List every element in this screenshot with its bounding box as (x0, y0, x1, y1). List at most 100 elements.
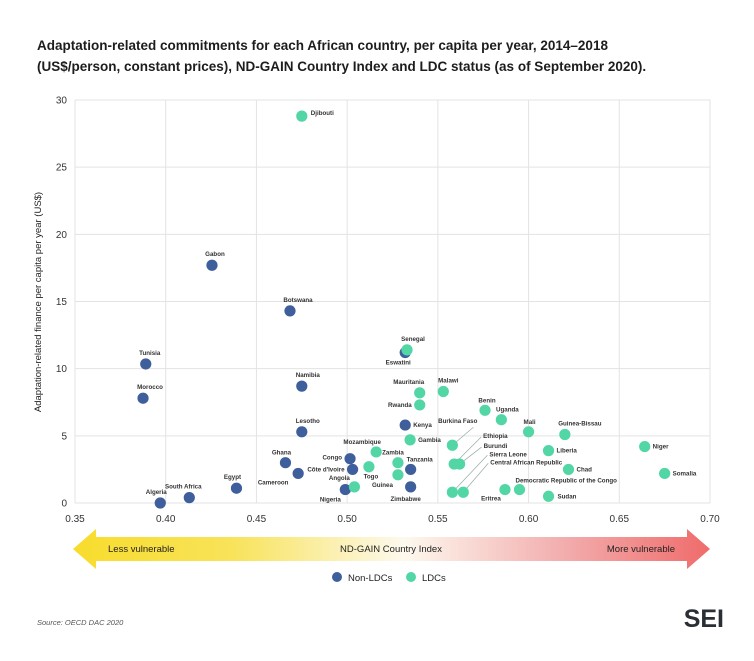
point-algeria (154, 497, 166, 509)
point-label-nigeria: Nigeria (320, 497, 342, 504)
point-label-benin: Benin (478, 397, 495, 404)
point-burkina-faso (446, 439, 458, 451)
point-label-rwanda: Rwanda (388, 402, 412, 409)
point-label-sierra-leone: Sierra Leone (489, 451, 527, 458)
y-tick-label: 15 (56, 297, 68, 308)
leader-line-central-african-republic (462, 463, 489, 493)
x-tick-label: 0.40 (156, 514, 176, 525)
point-label-egypt: Egypt (224, 474, 241, 481)
x-tick-label: 0.50 (337, 514, 357, 525)
point-zimbabwe (405, 481, 417, 493)
point-uganda (495, 414, 507, 426)
point-congo (344, 453, 356, 465)
point-label-guinea: Guinea (372, 482, 394, 489)
x-tick-label: 0.70 (700, 514, 720, 525)
point-somalia (659, 467, 671, 480)
y-axis-label: Adaptation-related finance per capita pe… (33, 192, 44, 412)
x-tick-label: 0.65 (610, 514, 630, 525)
source-note: Source: OECD DAC 2020 (37, 618, 124, 627)
point-togo (363, 461, 375, 473)
vulnerability-arrow (73, 529, 710, 569)
y-tick-label: 0 (61, 499, 67, 510)
point-central-african-republic (457, 486, 469, 498)
point-morocco (137, 392, 149, 404)
point-label-mozambique: Mozambique (343, 439, 381, 446)
y-tick-label: 20 (56, 230, 68, 241)
point-label-ghana: Ghana (272, 450, 292, 457)
point-mauritania (414, 387, 426, 399)
point-label-angola: Angola (329, 475, 351, 482)
point-label-lesotho: Lesotho (296, 418, 320, 425)
point-sierra-leone (446, 486, 458, 498)
point-label-senegal: Senegal (401, 336, 425, 343)
point-liberia (542, 445, 555, 457)
point-label-chad: Chad (576, 466, 592, 473)
point-gambia (404, 434, 416, 446)
point-label-mauritania: Mauritania (393, 379, 425, 386)
point-rwanda (414, 399, 426, 411)
x-axis-label: ND-GAIN Country Index (340, 544, 442, 555)
legend-marker-ldcs (406, 572, 416, 582)
point-mali (522, 426, 535, 438)
point-label-malawi: Malawi (438, 378, 459, 385)
point-burundi (454, 458, 466, 470)
point-zambia (392, 457, 404, 469)
point-label-sudan: Sudan (558, 493, 577, 500)
point-label-somalia: Somalia (673, 470, 697, 477)
point-mozambique (370, 446, 382, 458)
point-label-burundi: Burundi (484, 443, 508, 450)
point-label-tanzania: Tanzania (407, 456, 434, 463)
legend-marker-non-ldcs (332, 572, 342, 582)
point-niger (639, 440, 651, 453)
point-label-uganda: Uganda (496, 407, 519, 414)
point-benin (479, 404, 491, 416)
leader-line-sierra-leone (452, 455, 488, 493)
point-eritrea (499, 483, 511, 496)
chart-title-line-1: Adaptation-related commitments for each … (37, 38, 608, 53)
point-cameroon (292, 467, 304, 480)
point-label-morocco: Morocco (137, 384, 163, 391)
point-democratic-republic-of-the-congo (513, 483, 526, 496)
point-angola (348, 481, 360, 493)
point-malawi (437, 385, 449, 398)
point-guinea-bissau (559, 428, 571, 441)
point-guinea (392, 469, 404, 481)
point-c-te-d-ivoire (346, 463, 359, 476)
chart-title-line-2: (US$/person, constant prices), ND-GAIN C… (37, 59, 646, 74)
point-label-ethiopia: Ethiopia (483, 433, 508, 440)
point-kenya (399, 419, 411, 431)
x-tick-label: 0.60 (519, 514, 539, 525)
point-nigeria (339, 483, 351, 496)
point-label-congo: Congo (322, 455, 342, 462)
point-botswana (284, 305, 296, 317)
point-label-mali: Mali (524, 419, 536, 426)
point-ghana (279, 457, 292, 469)
point-namibia (296, 380, 308, 392)
point-label-kenya: Kenya (413, 422, 432, 429)
point-label-niger: Niger (653, 444, 669, 451)
legend-label-ldcs: LDCs (422, 573, 446, 584)
point-label-zambia: Zambia (382, 450, 404, 457)
x-tick-label: 0.55 (428, 514, 448, 525)
x-tick-label: 0.35 (65, 514, 85, 525)
point-label-cameroon: Cameroon (258, 479, 289, 486)
arrow-right-label: More vulnerable (607, 544, 675, 555)
y-tick-label: 30 (56, 96, 68, 107)
y-tick-label: 10 (56, 364, 68, 375)
point-label-zimbabwe: Zimbabwe (391, 496, 422, 503)
point-djibouti (296, 110, 308, 122)
point-label-djibouti: Djibouti (311, 110, 334, 117)
point-label-burkina-faso: Burkina Faso (438, 418, 477, 425)
point-label-gambia: Gambia (418, 437, 441, 444)
legend: Non-LDCs LDCs (332, 572, 446, 584)
point-label-liberia: Liberia (557, 448, 578, 455)
point-label-eritrea: Eritrea (481, 496, 501, 503)
point-label-guinea-bissau: Guinea-Bissau (558, 420, 602, 427)
point-south-africa (183, 492, 195, 504)
point-label-togo: Togo (364, 474, 379, 481)
x-tick-label: 0.45 (247, 514, 267, 525)
point-label-algeria: Algeria (146, 489, 168, 496)
point-label-botswana: Botswana (283, 297, 313, 304)
point-label-namibia: Namibia (296, 372, 321, 379)
